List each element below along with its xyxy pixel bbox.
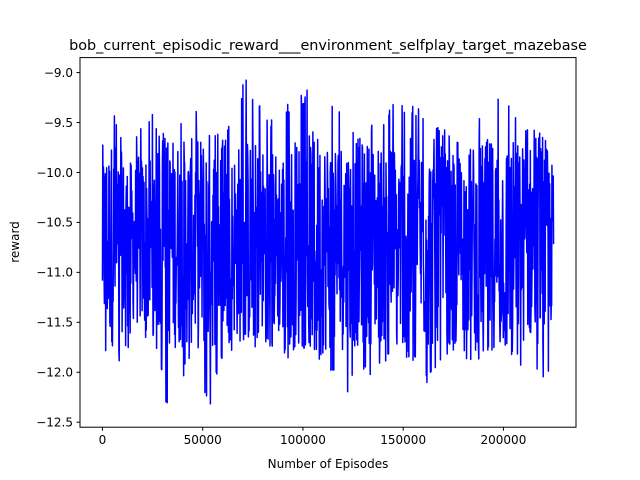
x-ticks: 0 50000 100000 150000 200000 [99,427,527,447]
y-tick-label: −12.0 [36,366,73,380]
y-tick-label: −10.0 [36,166,73,180]
x-tick-label: 0 [99,433,107,447]
x-axis-label: Number of Episodes [268,457,389,471]
y-tick-label: −9.5 [44,116,73,130]
x-tick-label: 150000 [380,433,426,447]
x-tick-label: 50000 [184,433,222,447]
y-ticks: −9.0 −9.5 −10.0 −10.5 −11.0 −11.5 −12.0 −12.5 [36,66,80,430]
plot-frame [79,57,577,428]
y-axis-label: reward [8,221,22,263]
chart-title: bob_current_episodic_reward___environmen… [69,38,587,54]
y-tick-label: −11.0 [36,266,73,280]
x-tick-label: 200000 [481,433,527,447]
series-line [101,79,555,405]
y-tick-label: −9.0 [44,66,73,80]
x-tick-label: 100000 [280,433,326,447]
y-tick-label: −12.5 [36,416,73,430]
y-tick-label: −11.5 [36,316,73,330]
series-layer [101,79,555,405]
y-tick-label: −10.5 [36,216,73,230]
